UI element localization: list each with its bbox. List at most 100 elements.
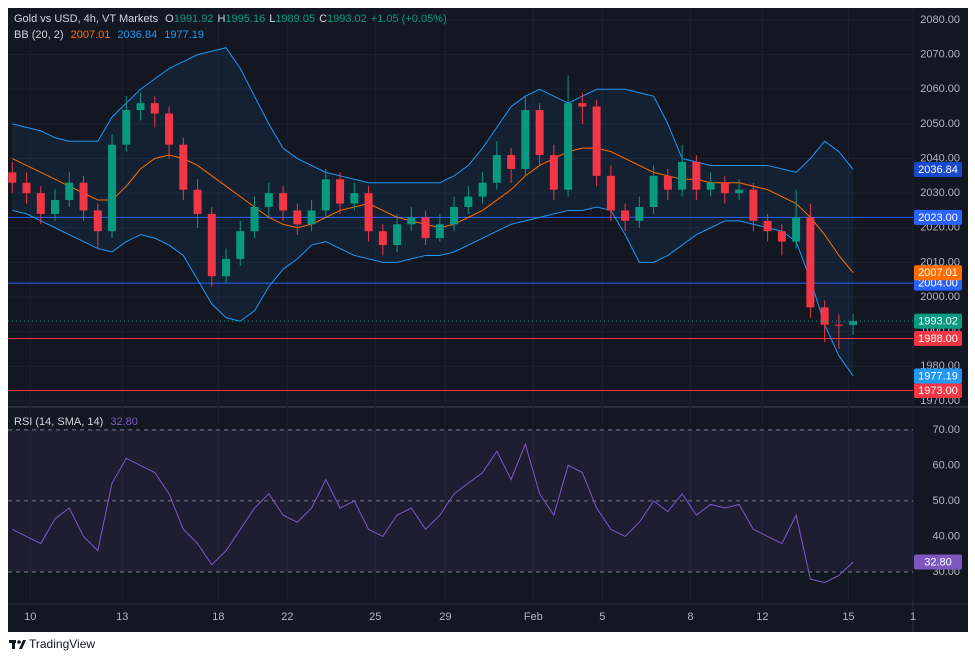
rsi-tick-label: 50.00 bbox=[932, 495, 960, 507]
price-badge bbox=[914, 161, 962, 177]
candle-body bbox=[606, 175, 615, 211]
candle-body bbox=[207, 213, 216, 277]
y-tick-label: 2050.00 bbox=[920, 118, 960, 130]
candle-body bbox=[806, 217, 815, 308]
candle-body bbox=[507, 155, 516, 169]
x-tick-label: 10 bbox=[24, 611, 36, 623]
bb-legend: BB (20, 2) 2007.01 2036.84 1977.19 bbox=[14, 29, 208, 41]
candle-body bbox=[307, 210, 316, 225]
rsi-value: 32.80 bbox=[110, 416, 138, 428]
price-badge-label: 2036.84 bbox=[918, 164, 958, 176]
ohlc-label: O bbox=[165, 13, 174, 25]
candle-body bbox=[777, 231, 786, 242]
candle-body bbox=[36, 193, 45, 214]
y-tick-label: 2060.00 bbox=[920, 83, 960, 95]
candle-body bbox=[834, 324, 843, 326]
candle-body bbox=[635, 206, 644, 221]
candle-body bbox=[735, 189, 744, 194]
rsi-tick-label: 60.00 bbox=[932, 459, 960, 471]
candle-body bbox=[65, 182, 74, 201]
candle-body bbox=[464, 196, 473, 207]
candle-body bbox=[222, 258, 231, 277]
candle-body bbox=[279, 193, 288, 211]
change: +1.05 (+0.05%) bbox=[370, 13, 447, 25]
candle-body bbox=[549, 155, 558, 190]
ohlc-label: C bbox=[319, 13, 328, 25]
price-badge bbox=[914, 331, 962, 347]
candle-body bbox=[720, 182, 729, 194]
candle-body bbox=[393, 224, 402, 246]
candle-body bbox=[179, 144, 188, 190]
rsi-tick-label: 40.00 bbox=[932, 530, 960, 542]
candle-body bbox=[250, 206, 259, 232]
candle-body bbox=[136, 103, 145, 111]
x-tick-label: 1 bbox=[910, 611, 916, 623]
price-badge-label: 1973.00 bbox=[918, 385, 958, 397]
candle-body bbox=[578, 103, 587, 107]
logo bbox=[9, 640, 26, 649]
candle-body bbox=[692, 161, 701, 190]
candle-body bbox=[450, 206, 459, 225]
bb-value: 1977.19 bbox=[164, 29, 205, 41]
y-tick-label: 2000.00 bbox=[920, 291, 960, 303]
candle-body bbox=[678, 161, 687, 190]
candle-body bbox=[820, 307, 829, 325]
candle-body bbox=[293, 210, 302, 225]
x-tick-label: 29 bbox=[439, 611, 451, 623]
bb-label: BB (20, 2) bbox=[14, 29, 64, 41]
y-tick-label: 2080.00 bbox=[920, 14, 960, 26]
candle-body bbox=[321, 179, 330, 211]
candle-body bbox=[193, 189, 202, 214]
rsi-line bbox=[12, 442, 854, 584]
x-tick-label: 15 bbox=[842, 611, 854, 623]
y-tick-label: 2030.00 bbox=[920, 187, 960, 199]
candle-body bbox=[749, 189, 758, 221]
candle-body bbox=[663, 175, 672, 190]
candle-body bbox=[150, 103, 159, 114]
candle-body bbox=[93, 210, 102, 232]
price-badge-label: 2007.01 bbox=[918, 267, 958, 279]
brand: TradingView bbox=[29, 637, 95, 651]
price-badge-label: 2004.00 bbox=[918, 278, 958, 290]
symbol-title: Gold vs USD, 4h, VT Markets bbox=[14, 13, 159, 25]
x-tick-label: 8 bbox=[687, 611, 693, 623]
candle-body bbox=[478, 182, 487, 197]
x-tick-label: 18 bbox=[212, 611, 224, 623]
y-tick-label: 2070.00 bbox=[920, 49, 960, 61]
x-tick-label: 13 bbox=[116, 611, 128, 623]
price-badge-label: 2023.00 bbox=[918, 212, 958, 224]
x-tick-label: 5 bbox=[599, 611, 605, 623]
candle-body bbox=[8, 172, 17, 183]
symbol-legend: Gold vs USD, 4h, VT Markets O1991.92 H199… bbox=[14, 13, 455, 25]
price-badge bbox=[914, 382, 962, 398]
candle-body bbox=[236, 231, 245, 259]
candle-body bbox=[421, 217, 430, 239]
candle-body bbox=[849, 321, 858, 325]
candle-body bbox=[378, 231, 387, 246]
candle-body bbox=[264, 193, 273, 207]
candle-body bbox=[51, 200, 60, 214]
candle-body bbox=[763, 220, 772, 232]
candle-body bbox=[22, 182, 31, 194]
bb-lower bbox=[12, 206, 854, 377]
rsi-tick-label: 70.00 bbox=[932, 424, 960, 436]
x-tick-label: 12 bbox=[756, 611, 768, 623]
price-badge bbox=[914, 313, 962, 329]
price-badge-label: 1977.19 bbox=[918, 370, 958, 382]
ohlc-value: 1993.02 bbox=[327, 13, 367, 25]
candle-body bbox=[521, 110, 530, 169]
ohlc: O1991.92 H1995.16 L1989.05 C1993.02 +1.05 (+… bbox=[165, 13, 451, 25]
candle-body bbox=[649, 175, 658, 207]
candle-body bbox=[564, 103, 573, 190]
bb-value: 2007.01 bbox=[70, 29, 111, 41]
price-badge-label: 1988.00 bbox=[918, 333, 958, 345]
candle-body bbox=[350, 193, 359, 204]
bb-upper bbox=[12, 47, 854, 184]
ohlc-value: 1989.05 bbox=[275, 13, 316, 25]
candle-body bbox=[621, 210, 630, 221]
candle-body bbox=[492, 155, 501, 183]
price-badge-label: 1993.02 bbox=[918, 316, 958, 328]
candle-body bbox=[792, 217, 801, 242]
